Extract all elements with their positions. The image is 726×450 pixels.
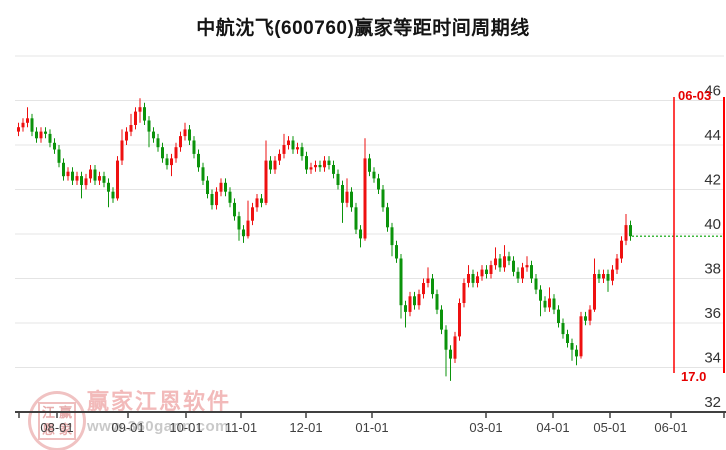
svg-text:09-01: 09-01	[111, 420, 144, 435]
watermark-url-text: www.360gann.com	[87, 418, 229, 435]
svg-text:06-01: 06-01	[654, 420, 687, 435]
svg-text:12-01: 12-01	[289, 420, 322, 435]
svg-text:05-01: 05-01	[593, 420, 626, 435]
svg-text:36: 36	[704, 305, 721, 322]
svg-text:03-01: 03-01	[469, 420, 502, 435]
y-axis-labels: 46 44 42 40 38 36 34 32	[704, 83, 721, 412]
watermark-brand-text: 赢家江恩软件	[87, 389, 232, 414]
svg-text:46: 46	[704, 83, 721, 100]
svg-text:40: 40	[704, 216, 721, 233]
svg-text:01-01: 01-01	[355, 420, 388, 435]
svg-text:11-01: 11-01	[225, 420, 257, 435]
candles	[17, 98, 632, 381]
seal-char: 恩	[41, 422, 55, 437]
svg-text:32: 32	[704, 394, 721, 411]
chart-title: 中航沈飞(600760)赢家等距时间周期线	[196, 18, 530, 39]
cycle-date-label: 06-03	[678, 88, 712, 103]
svg-text:10-01: 10-01	[169, 420, 202, 435]
x-axis: 08-01 09-01 10-01 11-01 12-01 01-01 03-01 04-01…	[15, 411, 726, 435]
svg-text:44: 44	[704, 127, 721, 144]
svg-text:42: 42	[704, 172, 721, 189]
gridlines	[15, 55, 724, 368]
svg-text:34: 34	[704, 350, 721, 367]
cycle-lines	[673, 97, 725, 373]
seal-char: 家	[58, 422, 72, 437]
svg-text:38: 38	[704, 261, 721, 278]
svg-text:08-01: 08-01	[40, 420, 73, 435]
cycle-period-label: 17.0	[681, 369, 707, 384]
svg-text:04-01: 04-01	[536, 420, 569, 435]
